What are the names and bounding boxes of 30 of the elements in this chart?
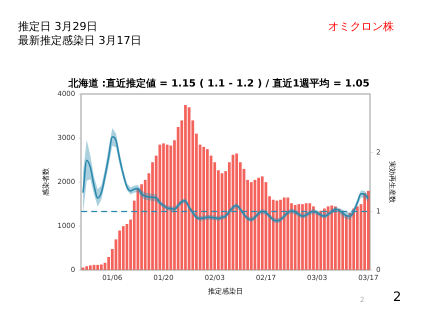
bar xyxy=(162,143,165,270)
bar xyxy=(122,226,125,270)
chart-title: 北海道 :直近推定値 = 1.15 ( 1.1 - 1.2 ) / 直近1週平均 = 1.05 xyxy=(67,78,370,90)
bar xyxy=(206,149,209,270)
bar xyxy=(254,180,256,270)
bar xyxy=(348,212,352,270)
text: 最新推定感染日 3月17日 xyxy=(18,33,142,48)
bar xyxy=(257,178,260,270)
bar xyxy=(232,154,234,270)
bar xyxy=(188,107,190,270)
bar xyxy=(301,204,304,270)
bar xyxy=(166,144,169,270)
bar xyxy=(326,206,330,270)
bar xyxy=(356,206,359,270)
bar xyxy=(220,173,224,270)
bar xyxy=(338,208,340,270)
text: オミクロン株 xyxy=(328,19,394,34)
text: 2 xyxy=(393,290,402,305)
bar xyxy=(92,264,96,270)
bar xyxy=(312,206,315,270)
bar xyxy=(276,200,278,270)
bar xyxy=(85,266,88,270)
bar xyxy=(126,224,128,270)
bar xyxy=(184,105,187,270)
bar xyxy=(140,184,143,270)
text: 推定日 3月29日 xyxy=(18,19,98,34)
bar xyxy=(136,188,140,270)
bar xyxy=(279,200,282,270)
bar xyxy=(323,208,326,270)
bar xyxy=(334,206,337,270)
